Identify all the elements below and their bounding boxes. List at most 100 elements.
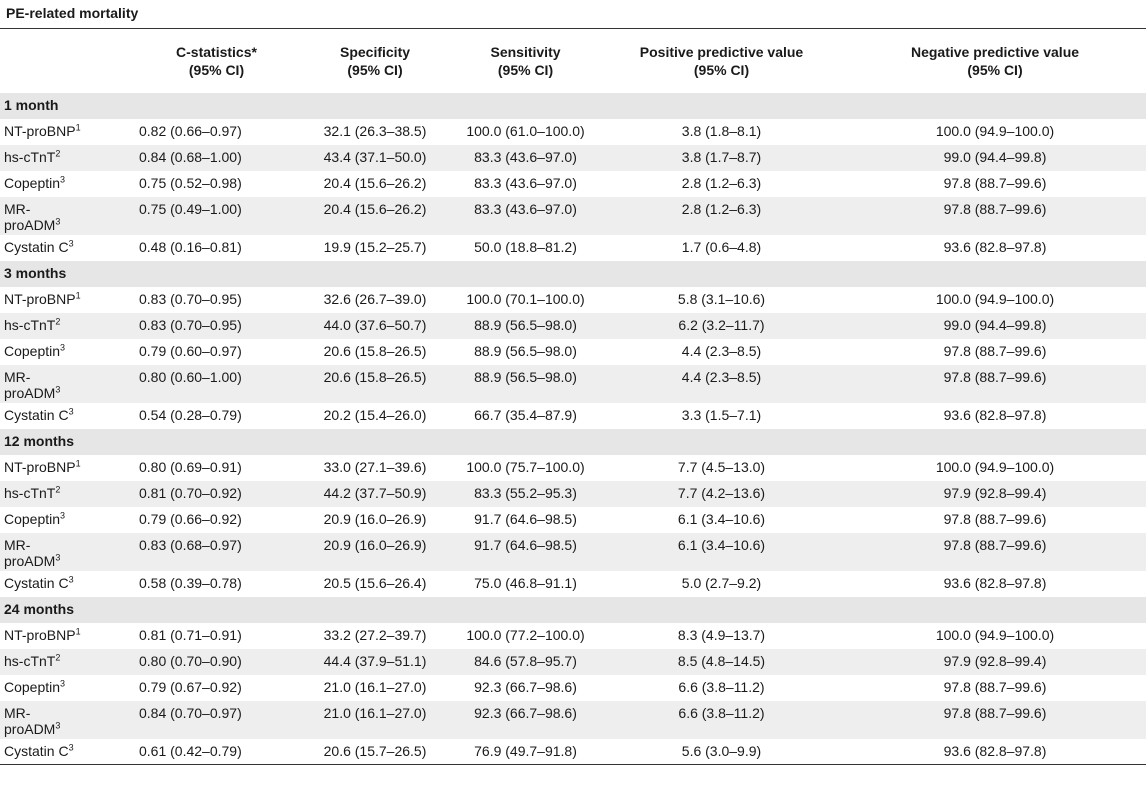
footnote-marker: 3	[55, 719, 61, 730]
value-cell-sp: 20.2 (15.4–26.0)	[323, 406, 427, 423]
value-cell-sp: 44.2 (37.7–50.9)	[323, 484, 427, 501]
value-cell-cs: 0.80 (0.60–1.00)	[139, 368, 242, 385]
biomarker-name: MR-proADM	[4, 536, 56, 569]
header-c-statistics-ci: (95% CI)	[188, 61, 245, 78]
table-row: MR-proADM3 0.80 (0.60–1.00) 20.6 (15.8–26.…	[0, 364, 1146, 403]
header-c-statistics-label: C-statistics*	[176, 43, 257, 60]
value-cell-ppv: 8.3 (4.9–13.7)	[677, 626, 766, 643]
biomarker-name: Cystatin C	[4, 742, 69, 759]
biomarker-cell: NT-proBNP1	[0, 287, 135, 313]
biomarker-name: MR-proADM	[4, 200, 56, 233]
value-cell-se: 100.0 (75.7–100.0)	[466, 458, 585, 475]
value-cell-npv: 97.8 (88.7–99.6)	[943, 174, 1047, 191]
header-empty	[0, 29, 135, 93]
value-cell-ppv: 3.8 (1.8–8.1)	[681, 122, 762, 139]
footnote-marker: 3	[55, 215, 61, 226]
biomarker-name: NT-proBNP	[4, 626, 76, 643]
section-label: 12 months	[4, 432, 75, 449]
table-row: Cystatin C3 0.61 (0.42–0.79) 20.6 (15.7–26…	[0, 739, 1146, 765]
value-cell-npv: 97.8 (88.7–99.6)	[943, 678, 1047, 695]
value-cell-ppv: 5.0 (2.7–9.2)	[681, 574, 762, 591]
value-cell-ppv: 6.1 (3.4–10.6)	[677, 536, 766, 553]
value-cell-sp: 20.6 (15.8–26.5)	[323, 368, 427, 385]
value-cell-ppv: 6.1 (3.4–10.6)	[677, 510, 766, 527]
value-cell-ppv: 6.6 (3.8–11.2)	[678, 704, 765, 721]
value-cell-cs: 0.80 (0.69–0.91)	[139, 458, 242, 475]
value-cell-ppv: 6.6 (3.8–11.2)	[678, 678, 765, 695]
value-cell-ppv: 2.8 (1.2–6.3)	[681, 174, 762, 191]
footnote-marker: 1	[75, 289, 81, 300]
section-row: 24 months	[0, 596, 1146, 623]
value-cell-cs: 0.48 (0.16–0.81)	[139, 238, 242, 255]
biomarker-name: Copeptin	[4, 174, 61, 191]
footnote-marker: 3	[55, 551, 61, 562]
value-cell-npv: 97.8 (88.7–99.6)	[943, 342, 1047, 359]
value-cell-se: 84.6 (57.8–95.7)	[474, 652, 577, 669]
section-label: 3 months	[4, 264, 67, 281]
table-row: NT-proBNP1 0.83 (0.70–0.95) 32.6 (26.7–39.…	[0, 287, 1146, 313]
footnote-marker: 1	[75, 121, 81, 132]
value-cell-npv: 97.9 (92.8–99.4)	[943, 652, 1047, 669]
biomarker-name: hs-cTnT	[4, 148, 56, 165]
header-specificity-ci: (95% CI)	[347, 61, 403, 78]
table-row: MR-proADM3 0.83 (0.68–0.97) 20.9 (16.0–26.…	[0, 532, 1146, 571]
value-cell-ppv: 5.6 (3.0–9.9)	[681, 742, 762, 759]
table-row: Cystatin C3 0.48 (0.16–0.81) 19.9 (15.2–25…	[0, 235, 1146, 261]
footnote-marker: 3	[60, 173, 66, 184]
header-sensitivity-ci: (95% CI)	[497, 61, 554, 78]
biomarker-cell: Copeptin3	[0, 171, 135, 197]
table-row: MR-proADM3 0.84 (0.70–0.97) 21.0 (16.1–27.…	[0, 700, 1146, 739]
value-cell-ppv: 2.8 (1.2–6.3)	[681, 200, 762, 217]
biomarker-name: NT-proBNP	[4, 122, 76, 139]
value-cell-cs: 0.84 (0.68–1.00)	[139, 148, 242, 165]
header-specificity-label: Specificity	[339, 43, 411, 60]
value-cell-ppv: 5.8 (3.1–10.6)	[677, 290, 766, 307]
value-cell-sp: 20.5 (15.6–26.4)	[323, 574, 427, 591]
value-cell-se: 66.7 (35.4–87.9)	[474, 406, 577, 423]
value-cell-ppv: 8.5 (4.8–14.5)	[677, 652, 766, 669]
value-cell-se: 100.0 (77.2–100.0)	[466, 626, 585, 643]
footnote-marker: 3	[55, 383, 61, 394]
value-cell-ppv: 7.7 (4.5–13.0)	[677, 458, 766, 475]
section-row: 1 month	[0, 92, 1146, 119]
footnote-marker: 3	[60, 509, 66, 520]
value-cell-sp: 20.6 (15.7–26.5)	[323, 742, 427, 759]
table-row: Cystatin C3 0.58 (0.39–0.78) 20.5 (15.6–26…	[0, 571, 1146, 597]
header-ppv: Positive predictive value (95% CI)	[599, 29, 844, 93]
footnote-marker: 2	[55, 315, 61, 326]
table-header: C-statistics* (95% CI) Specificity (95% CI…	[0, 28, 1146, 93]
value-cell-se: 100.0 (70.1–100.0)	[466, 290, 585, 307]
value-cell-se: 100.0 (61.0–100.0)	[466, 122, 585, 139]
value-cell-sp: 20.9 (16.0–26.9)	[323, 510, 427, 527]
biomarker-name: Cystatin C	[4, 406, 69, 423]
value-cell-sp: 33.0 (27.1–39.6)	[323, 458, 427, 475]
value-cell-ppv: 4.4 (2.3–8.5)	[681, 342, 762, 359]
biomarker-cell: Cystatin C3	[0, 571, 135, 597]
biomarker-cell: Copeptin3	[0, 507, 135, 533]
value-cell-npv: 100.0 (94.9–100.0)	[935, 626, 1055, 643]
value-cell-npv: 93.6 (82.8–97.8)	[943, 742, 1047, 759]
footnote-marker: 3	[68, 237, 74, 248]
value-cell-se: 91.7 (64.6–98.5)	[474, 536, 577, 553]
value-cell-cs: 0.75 (0.52–0.98)	[139, 174, 242, 191]
value-cell-npv: 97.9 (92.8–99.4)	[943, 484, 1047, 501]
value-cell-cs: 0.54 (0.28–0.79)	[139, 406, 242, 423]
biomarker-name: Copeptin	[4, 510, 61, 527]
biomarker-cell: Copeptin3	[0, 339, 135, 365]
value-cell-se: 83.3 (43.6–97.0)	[474, 200, 577, 217]
value-cell-se: 88.9 (56.5–98.0)	[474, 342, 577, 359]
footnote-marker: 3	[60, 677, 66, 688]
biomarker-name: Cystatin C	[4, 238, 69, 255]
header-row: C-statistics* (95% CI) Specificity (95% CI…	[0, 28, 1146, 93]
value-cell-npv: 99.0 (94.4–99.8)	[943, 316, 1047, 333]
table-row: MR-proADM3 0.75 (0.49–1.00) 20.4 (15.6–26.…	[0, 196, 1146, 235]
footnote-marker: 3	[68, 741, 74, 752]
value-cell-sp: 20.9 (16.0–26.9)	[323, 536, 427, 553]
section-label: 1 month	[4, 96, 59, 113]
header-c-statistics: C-statistics* (95% CI)	[135, 29, 298, 93]
header-npv-label: Negative predictive value	[910, 43, 1080, 60]
biomarker-name: Copeptin	[4, 678, 61, 695]
header-specificity: Specificity (95% CI)	[298, 29, 452, 93]
value-cell-sp: 20.6 (15.8–26.5)	[323, 342, 427, 359]
value-cell-sp: 44.4 (37.9–51.1)	[323, 652, 427, 669]
